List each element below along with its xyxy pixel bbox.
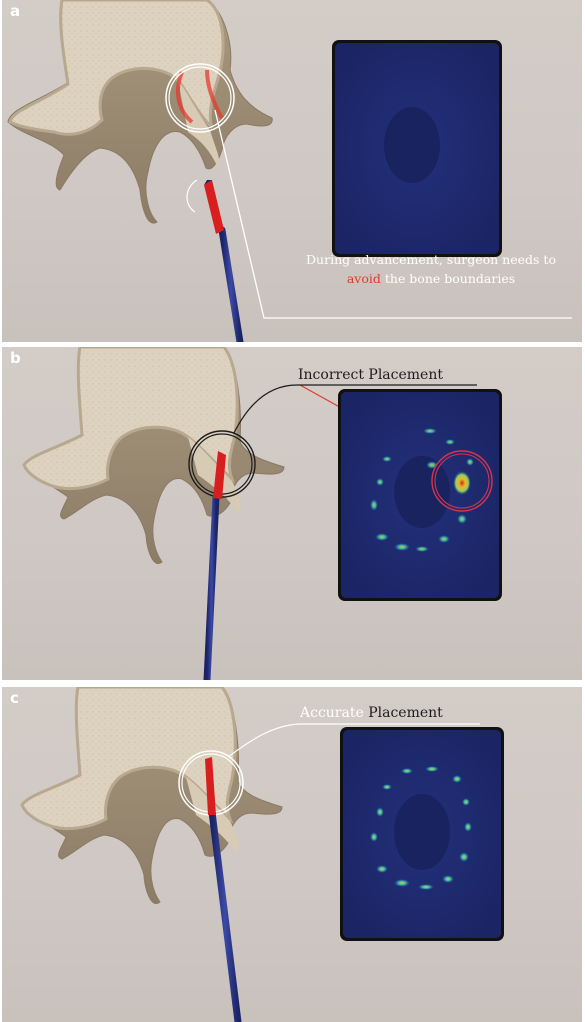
probe [203,451,226,680]
caption-pointer-line [214,109,572,319]
vertebra-illustration [7,0,273,224]
caption-avoid-word: avoid [346,271,381,286]
vertebra-illustration [20,687,283,905]
vertebra-scene-c [20,687,504,1022]
probe [204,180,244,342]
hotspot [453,471,471,495]
bone-boundary-left [175,71,194,124]
ultrasound-screen-b [338,389,502,601]
accurate-word: Accurate [300,705,364,721]
highlight-circle [165,63,235,133]
placement-word: Placement [363,705,443,721]
incorrect-zone-circle [431,450,493,512]
ultrasound-screen-a [332,40,502,257]
vertebra-scene-b [22,347,502,680]
vertebra-scene-a [7,0,572,342]
panel-b: b Incorrect Placement [2,347,582,680]
panel-a: a During advancement, surgeon needs to a… [2,0,582,342]
accurate-placement-label: Accurate Placement [300,705,443,721]
vertebra-illustration [22,347,285,565]
caption-a: During advancement, surgeon needs to avo… [290,250,572,288]
caption-line-2: avoid the bone boundaries [290,269,572,288]
caption-line-1: During advancement, surgeon needs to [306,252,556,267]
panel-letter-b: b [10,349,21,367]
bone-boundary-right [205,69,224,119]
panel-letter-a: a [10,2,21,20]
incorrect-placement-label: Incorrect Placement [298,367,443,383]
panel-letter-c: c [10,689,19,707]
caption-line-2-rest: the bone boundaries [380,271,516,286]
ultrasound-screen-c [340,727,504,941]
panel-c: c Accurate Placement [2,687,582,1022]
probe [205,757,242,1022]
